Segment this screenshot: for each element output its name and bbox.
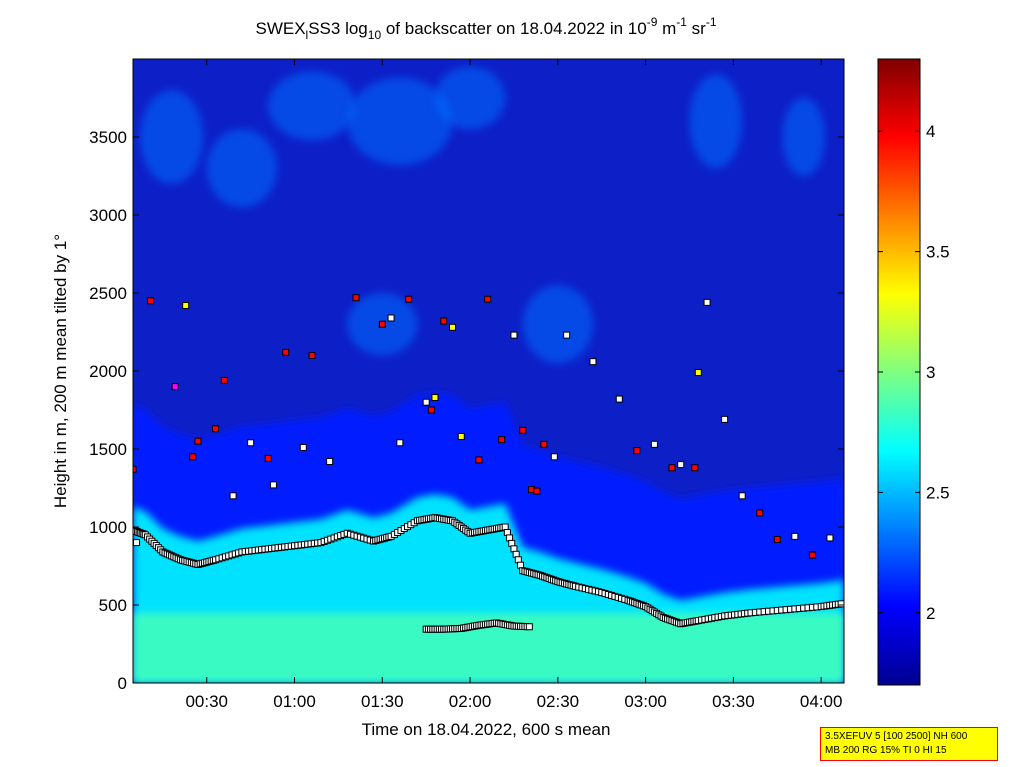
aerosol-patch	[522, 285, 593, 364]
cloud-marker	[189, 453, 197, 461]
aerosol-patch	[434, 66, 506, 130]
backscatter-field	[133, 66, 844, 683]
x-tick-label: 02:00	[449, 692, 492, 711]
info-line-2: MB 200 RG 15% TI 0 HI 15	[825, 745, 947, 756]
x-tick-label: 03:30	[712, 692, 755, 711]
y-tick-label: 500	[99, 596, 127, 615]
cloud-marker	[220, 376, 228, 384]
cloud-marker	[550, 453, 558, 461]
x-axis: 00:30 01:00 01:30 02:00 02:30 03:00 03:30 04:00	[185, 59, 842, 711]
cloud-marker	[308, 351, 316, 359]
cloud-marker	[773, 535, 781, 543]
cloud-marker	[808, 551, 816, 559]
cloud-marker	[269, 481, 277, 489]
y-tick-label: 1000	[89, 518, 127, 537]
cloud-marker	[133, 465, 137, 473]
cloud-marker	[427, 406, 435, 414]
x-axis-label: Time on 18.04.2022, 600 s mean	[362, 720, 611, 739]
cloud-marker	[533, 487, 541, 495]
cloud-marker	[147, 297, 155, 305]
cloud-marker	[449, 323, 457, 331]
cloud-marker	[475, 456, 483, 464]
cloud-marker	[282, 348, 290, 356]
cloud-marker	[540, 440, 548, 448]
colorbar-tick-label: 4	[926, 122, 935, 141]
processing-info-box: 3.5XEFUV 5 [100 2500] NH 600 MB 200 RG 1…	[820, 727, 998, 761]
cloud-marker	[378, 320, 386, 328]
x-tick-label: 02:30	[537, 692, 580, 711]
chart-title: SWEXlSS3 log10 of backscatter on 18.04.2…	[255, 15, 716, 42]
x-tick-label: 01:30	[361, 692, 404, 711]
cloud-marker	[791, 532, 799, 540]
colorbar-tick-label: 3	[926, 363, 935, 382]
lower-layer-marker	[525, 623, 533, 631]
cloud-marker	[396, 439, 404, 447]
cloud-marker	[756, 509, 764, 517]
cloud-marker	[498, 436, 506, 444]
cloud-marker	[484, 295, 492, 303]
y-tick-label: 0	[118, 674, 127, 693]
cloud-marker	[691, 464, 699, 472]
cloud-marker	[563, 331, 571, 339]
x-tick-label: 04:00	[800, 692, 843, 711]
y-axis-label: Height in m, 200 m mean tilted by 1°	[51, 234, 70, 508]
cloud-marker	[589, 358, 597, 366]
cloud-marker	[457, 433, 465, 441]
cloud-marker	[171, 383, 179, 391]
cloud-marker	[212, 425, 220, 433]
aerosol-patch	[140, 90, 204, 184]
y-tick-label: 2500	[89, 284, 127, 303]
cloud-marker	[738, 492, 746, 500]
colorbar	[877, 58, 921, 686]
cloud-marker	[721, 415, 729, 423]
cloud-marker	[510, 331, 518, 339]
cloud-marker	[194, 437, 202, 445]
layer-marks	[133, 294, 844, 633]
x-tick-label: 01:00	[273, 692, 316, 711]
cloud-marker	[133, 539, 141, 547]
boundary-layer-marker	[837, 600, 844, 608]
cloud-marker	[519, 426, 527, 434]
colorbar-tick-label: 2.5	[926, 483, 950, 502]
aerosol-patch	[268, 71, 356, 141]
cloud-marker	[694, 369, 702, 377]
cloud-marker	[299, 443, 307, 451]
cloud-marker	[650, 440, 658, 448]
cloud-marker	[440, 317, 448, 325]
colorbar-tick-label: 2	[926, 604, 935, 623]
cloud-marker	[387, 314, 395, 322]
aerosol-patch	[347, 77, 453, 166]
cloud-marker	[352, 294, 360, 302]
cloud-marker	[422, 398, 430, 406]
cloud-marker	[264, 454, 272, 462]
cloud-marker	[615, 395, 623, 403]
y-tick-label: 3500	[89, 128, 127, 147]
cloud-marker	[247, 439, 255, 447]
x-tick-label: 03:00	[624, 692, 667, 711]
cloud-marker	[677, 461, 685, 469]
y-tick-label: 1500	[89, 440, 127, 459]
cloud-marker	[326, 457, 334, 465]
y-tick-label: 2000	[89, 362, 127, 381]
x-tick-label: 00:30	[185, 692, 228, 711]
y-tick-label: 3000	[89, 206, 127, 225]
cloud-marker	[431, 394, 439, 402]
plot-area	[133, 59, 844, 683]
cloud-marker	[668, 464, 676, 472]
aerosol-patch	[689, 74, 743, 169]
cloud-marker	[826, 534, 834, 542]
cloud-marker	[229, 492, 237, 500]
aerosol-patch	[782, 98, 825, 176]
cloud-marker	[405, 295, 413, 303]
info-line-1: 3.5XEFUV 5 [100 2500] NH 600	[825, 731, 968, 742]
aerosol-patch	[206, 129, 277, 208]
colorbar-tick-label: 3.5	[926, 243, 950, 262]
colorbar-axis: 2 2.5 3 3.5 4	[878, 122, 950, 623]
y-axis: 0 500 1000 1500 2000 2500 3000 3500	[89, 128, 844, 693]
cloud-marker	[703, 298, 711, 306]
cloud-marker	[633, 447, 641, 455]
cloud-marker	[182, 301, 190, 309]
